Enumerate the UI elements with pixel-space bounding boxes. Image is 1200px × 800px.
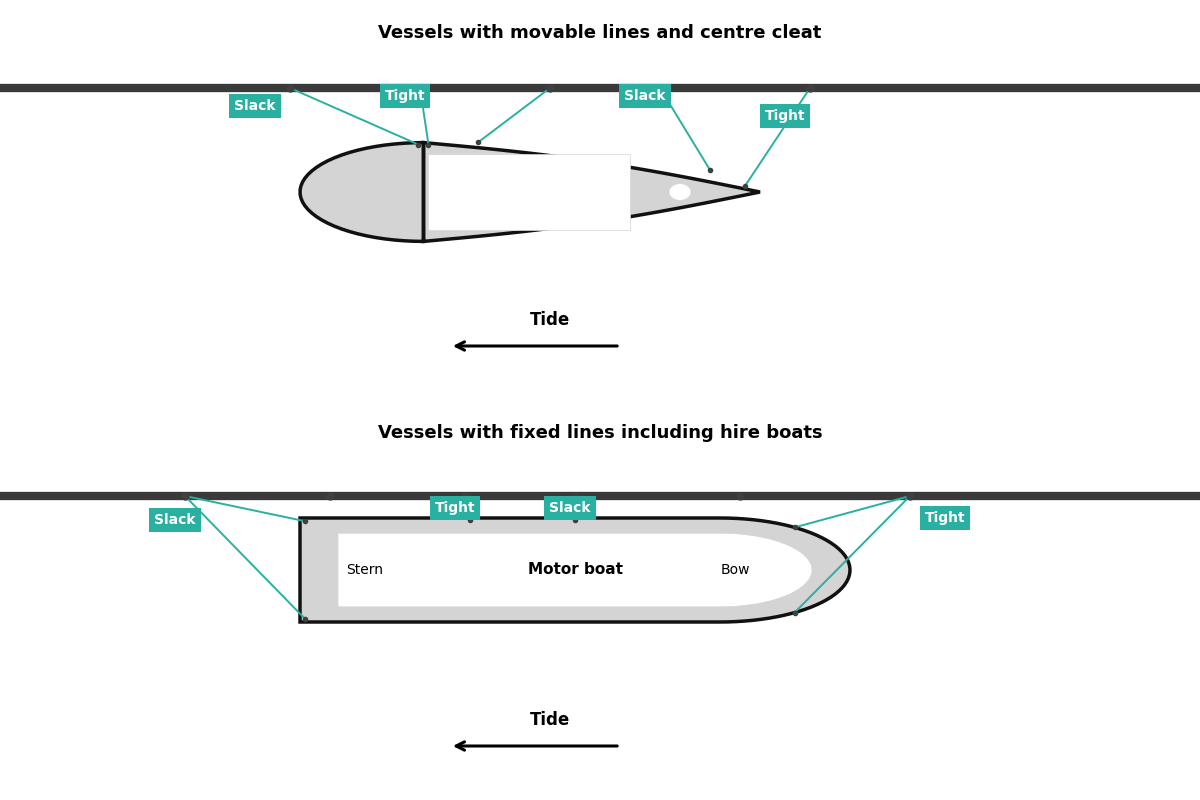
Polygon shape [338, 533, 812, 606]
Text: Tight: Tight [764, 109, 805, 123]
Text: Tide: Tide [530, 711, 570, 729]
Text: Tight: Tight [385, 89, 425, 103]
Text: Bow: Bow [720, 563, 750, 577]
Text: Motor boat: Motor boat [528, 562, 623, 578]
Ellipse shape [670, 184, 691, 200]
Text: Tight: Tight [925, 511, 965, 525]
Text: Stern: Stern [347, 563, 384, 577]
Text: Slack: Slack [550, 501, 590, 515]
Text: Slack: Slack [234, 99, 276, 113]
Text: Vessels with movable lines and centre cleat: Vessels with movable lines and centre cl… [378, 24, 822, 42]
Text: Tight: Tight [434, 501, 475, 515]
Text: Vessels with fixed lines including hire boats: Vessels with fixed lines including hire … [378, 424, 822, 442]
Polygon shape [428, 154, 630, 230]
Polygon shape [300, 142, 760, 242]
Text: Tide: Tide [530, 311, 570, 329]
Polygon shape [300, 518, 850, 622]
Text: Slack: Slack [155, 513, 196, 527]
Text: Slack: Slack [624, 89, 666, 103]
